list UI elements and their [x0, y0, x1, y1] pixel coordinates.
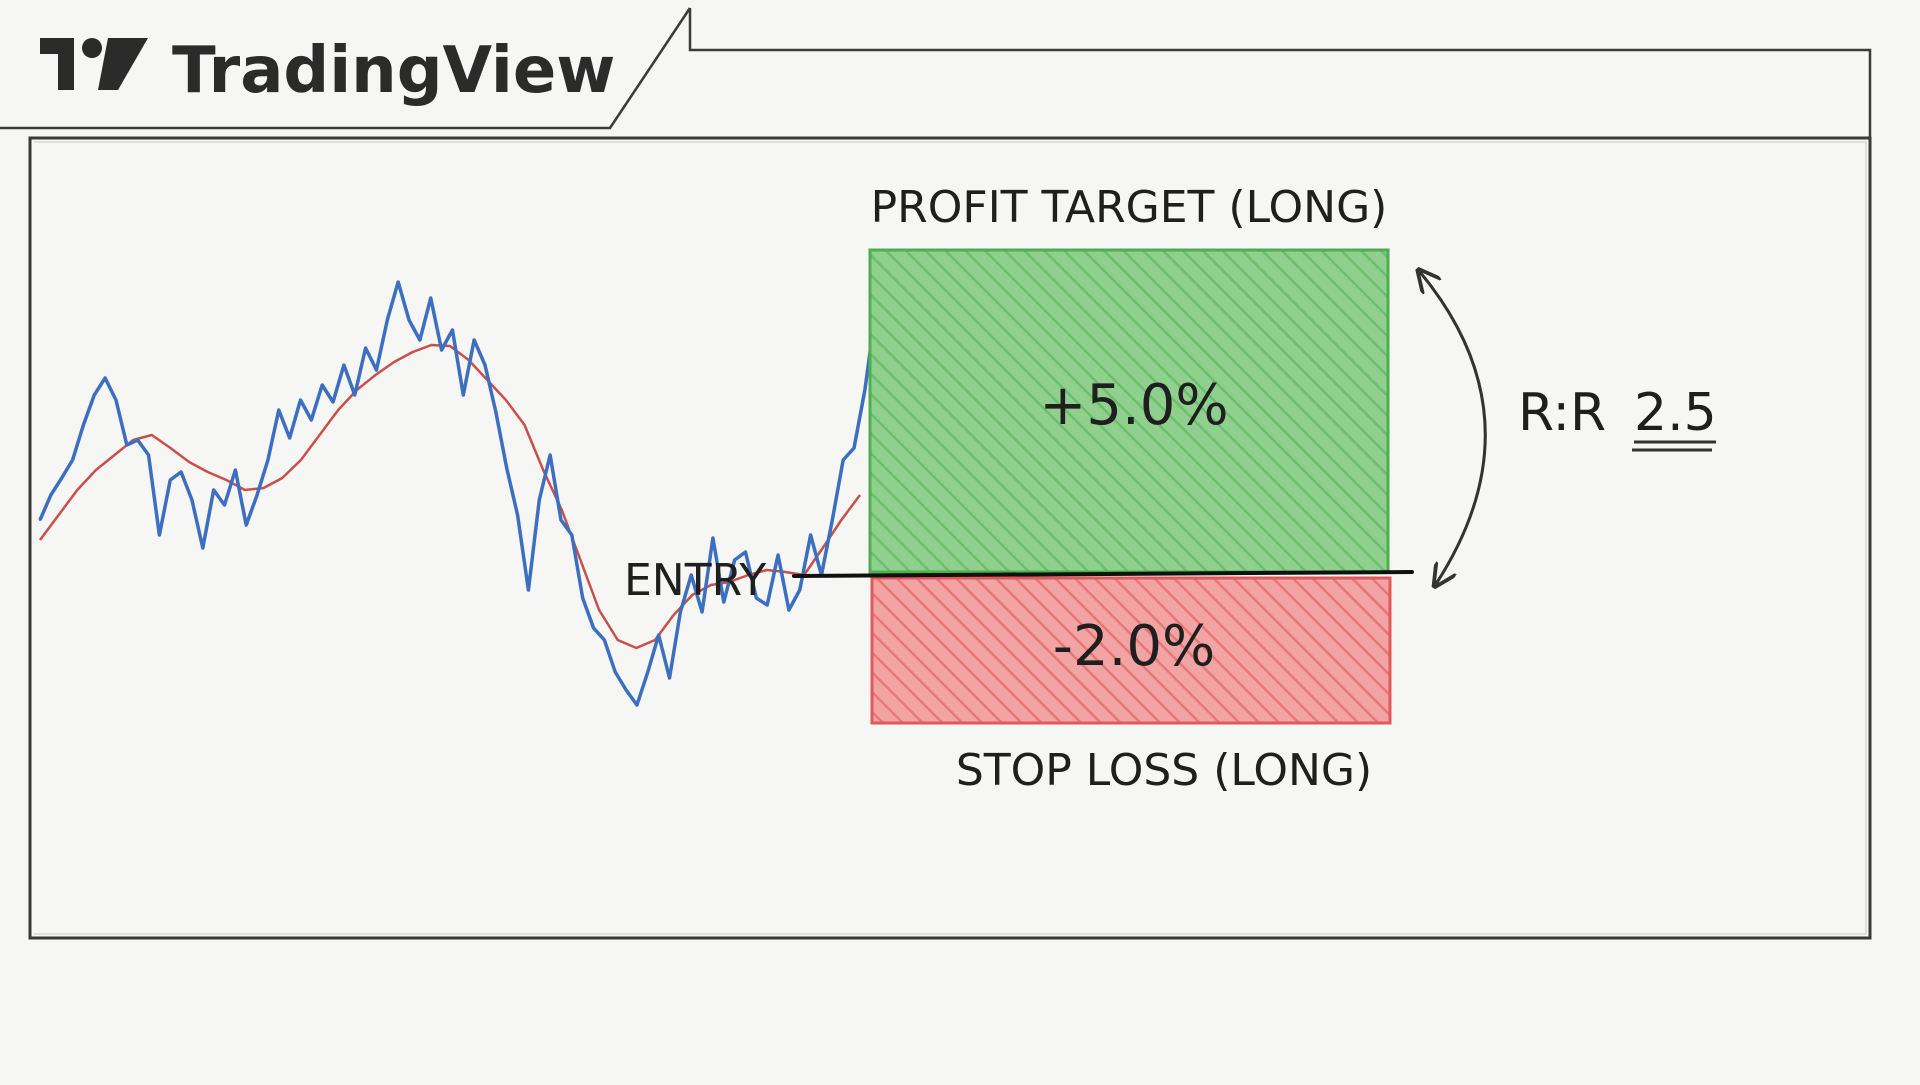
profit-percent: +5.0% — [1039, 373, 1228, 438]
price-point — [853, 447, 856, 449]
price-point — [342, 364, 345, 366]
price-point — [190, 499, 193, 501]
price-point — [332, 401, 335, 403]
price-point — [625, 689, 628, 691]
price-point — [364, 347, 367, 349]
chart-frame — [0, 7, 1872, 940]
price-point — [451, 329, 454, 331]
price-point — [429, 297, 432, 299]
rr-prefix: R:R — [1518, 383, 1606, 443]
loss-zone[interactable] — [870, 576, 1392, 725]
price-point — [570, 534, 573, 536]
price-point — [494, 411, 497, 413]
price-point — [288, 437, 291, 439]
price-point — [180, 471, 183, 473]
moving-average-line — [38, 343, 862, 650]
price-point — [39, 519, 41, 521]
brand-name: TradingView — [172, 34, 615, 108]
price-point — [321, 384, 324, 386]
price-point — [125, 444, 128, 446]
price-point — [49, 494, 52, 496]
profit-zone[interactable] — [868, 248, 1390, 574]
price-point — [212, 489, 215, 491]
price-point — [147, 454, 150, 456]
price-point — [581, 597, 584, 599]
price-point — [733, 559, 736, 561]
price-point — [473, 339, 476, 341]
loss-percent: -2.0% — [1053, 614, 1215, 679]
price-point — [842, 459, 845, 461]
price-point — [440, 349, 443, 351]
profit-target-label: PROFIT TARGET (LONG) — [871, 182, 1388, 233]
price-point — [158, 534, 161, 536]
price-point — [603, 639, 606, 641]
price-point — [516, 514, 519, 516]
price-point — [201, 547, 204, 549]
price-point — [831, 519, 834, 521]
price-point — [266, 459, 269, 461]
price-point — [104, 377, 107, 379]
rr-value: 2.5 — [1634, 383, 1717, 443]
price-point — [353, 394, 356, 396]
price-point — [744, 551, 747, 553]
price-point — [701, 611, 704, 613]
price-point — [169, 479, 172, 481]
price-point — [668, 677, 671, 679]
price-point — [722, 601, 725, 603]
price-point — [798, 589, 801, 591]
price-point — [484, 364, 486, 366]
brand-header[interactable]: TradingView — [40, 34, 615, 108]
price-point — [223, 504, 226, 506]
price-point — [657, 634, 660, 636]
price-points — [39, 281, 931, 706]
entry-label: ENTRY — [624, 555, 766, 606]
price-point — [386, 319, 389, 321]
price-point — [397, 281, 400, 283]
tradingview-logo-icon — [40, 38, 148, 90]
price-point — [635, 704, 638, 706]
price-point — [310, 419, 313, 421]
price-point — [863, 389, 866, 391]
price-point — [299, 399, 302, 401]
price-point — [256, 494, 259, 496]
price-point — [646, 671, 649, 673]
price-point — [592, 627, 595, 629]
price-point — [766, 604, 769, 606]
price-chart — [38, 280, 939, 707]
price-point — [679, 611, 682, 613]
price-line — [38, 280, 932, 707]
price-point — [82, 424, 85, 426]
risk-reward-arrow — [1420, 272, 1487, 584]
price-point — [418, 339, 421, 341]
price-point — [538, 499, 541, 501]
price-point — [375, 369, 378, 371]
price-point — [71, 459, 74, 461]
price-point — [527, 589, 530, 591]
price-point — [559, 519, 562, 521]
price-point — [711, 537, 714, 539]
price-point — [787, 609, 790, 611]
price-point — [809, 534, 812, 536]
price-point — [777, 554, 780, 556]
price-point — [462, 394, 465, 396]
price-point — [114, 399, 117, 401]
price-point — [505, 467, 508, 469]
price-point — [136, 439, 139, 441]
price-point — [614, 671, 617, 673]
price-point — [93, 394, 96, 396]
stop-loss-label: STOP LOSS (LONG) — [956, 745, 1372, 796]
price-point — [408, 319, 411, 321]
price-point — [549, 454, 552, 456]
risk-reward-label: R:R 2.5 — [1518, 383, 1717, 452]
price-point — [277, 409, 280, 411]
price-point — [755, 597, 758, 599]
price-point — [60, 477, 63, 479]
price-point — [690, 574, 693, 576]
price-point — [245, 524, 248, 526]
price-point — [234, 469, 237, 471]
entry-line[interactable] — [792, 570, 1414, 578]
